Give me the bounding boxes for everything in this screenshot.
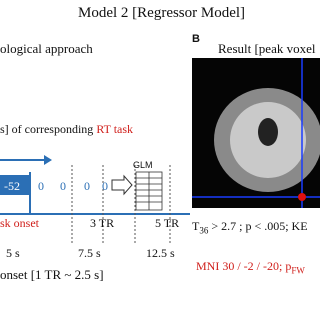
timeline-label: 3 TR — [90, 216, 115, 230]
timeline-label: sk onset — [0, 216, 39, 230]
panel-a-heading: ological approach — [0, 41, 93, 56]
stat-symbol: T — [192, 219, 200, 233]
caption: s] of corresponding RT task — [0, 123, 133, 135]
tr-dividers — [71, 165, 171, 245]
cell: -52 — [4, 179, 20, 193]
time-label: 7.5 s — [78, 246, 101, 260]
glm-arrow — [111, 174, 133, 196]
ventricle — [258, 118, 278, 146]
panel-b-heading: Result [peak voxel — [218, 41, 316, 56]
timeline-label: 5 TR — [155, 216, 180, 230]
time-label: 12.5 s — [146, 246, 175, 260]
mni-line: MNI 30 / -2 / -20; pFW — [196, 260, 305, 275]
cell: 0 — [102, 179, 108, 193]
stat-subscript: 36 — [199, 225, 209, 236]
cell: 0 — [38, 179, 44, 193]
peak-voxel — [298, 193, 306, 201]
caption-prefix: s] of corresponding — [0, 122, 94, 136]
caption-highlight: RT task — [96, 122, 134, 136]
panel-letter: B — [192, 33, 200, 45]
glm-label: GLM — [133, 160, 153, 170]
cell: 0 — [84, 179, 90, 193]
mni-text: MNI 30 / -2 / -20; p — [196, 259, 292, 273]
axis-label: onset [1 TR ~ 2.5 s] — [0, 267, 104, 282]
onset-box — [0, 175, 30, 195]
stat-line: T36 > 2.7 ; p < .005; KE — [192, 220, 308, 235]
figure-title: Model 2 [Regressor Model] — [78, 5, 246, 21]
mni-subscript: FW — [291, 265, 305, 276]
glm-matrix — [135, 171, 163, 211]
cell: 0 — [60, 179, 66, 193]
stat-text: > 2.7 ; p < .005; KE — [211, 219, 308, 233]
arrow-head — [44, 155, 52, 165]
time-label: 5 s — [6, 246, 20, 260]
